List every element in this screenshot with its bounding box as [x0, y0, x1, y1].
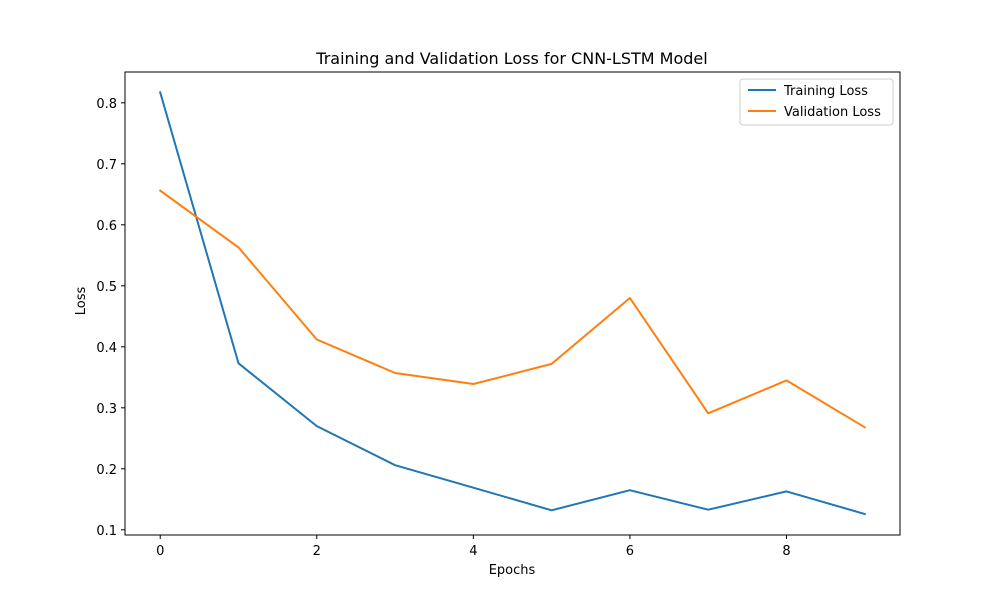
y-tick-label: 0.5 — [96, 280, 117, 295]
x-tick-label: 6 — [626, 544, 634, 559]
x-tick-label: 0 — [156, 544, 164, 559]
legend-label: Training Loss — [783, 84, 868, 99]
plot-frame — [124, 71, 901, 536]
legend-item: Validation Loss — [748, 105, 881, 120]
x-tick-label: 8 — [782, 544, 790, 559]
y-tick-label: 0.4 — [96, 341, 117, 356]
x-tick-label: 4 — [469, 544, 477, 559]
y-tick-label: 0.1 — [96, 524, 117, 539]
chart-title: Training and Validation Loss for CNN-LST… — [315, 49, 707, 68]
x-tick-label: 2 — [313, 544, 321, 559]
plot-area — [124, 71, 901, 536]
y-tick-label: 0.7 — [96, 158, 117, 173]
y-axis-label: Loss — [74, 287, 89, 316]
y-tick-label: 0.8 — [96, 97, 117, 112]
series-layer — [158, 91, 867, 516]
series-line-validation-loss — [158, 189, 867, 429]
y-tick-label: 0.6 — [96, 219, 117, 234]
legend-box — [739, 78, 894, 126]
legend: Training Loss Validation Loss — [739, 78, 894, 126]
y-axis: 0.1 0.2 0.3 0.4 0.5 0.6 0.7 0.8 — [96, 97, 125, 539]
y-tick-label: 0.3 — [96, 402, 117, 417]
legend-item: Training Loss — [748, 84, 868, 99]
y-tick-label: 0.2 — [96, 463, 117, 478]
legend-label: Validation Loss — [784, 105, 881, 120]
x-axis-label: Epochs — [489, 563, 536, 578]
series-line-training-loss — [158, 91, 867, 516]
x-axis: 0 2 4 6 8 — [156, 535, 791, 559]
